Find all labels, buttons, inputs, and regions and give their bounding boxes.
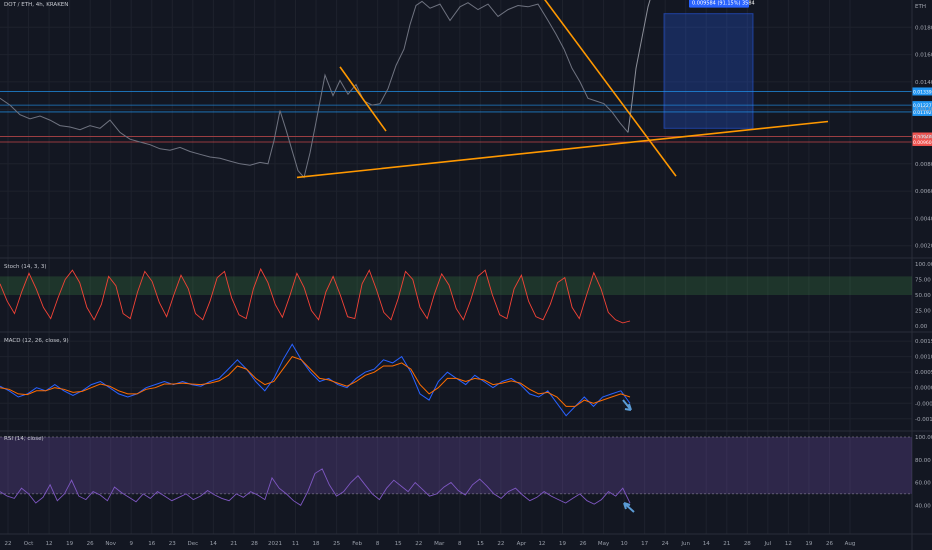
date-tick-label: 14 (210, 541, 217, 547)
date-tick-label: May (598, 541, 610, 547)
price-series-line (0, 0, 629, 179)
date-tick-label: 8 (458, 541, 462, 547)
macd-pane-title: MACD (12, 26, close, 9) (4, 338, 69, 344)
macd-tick-label: 0.000500 (915, 370, 932, 376)
trendline[interactable] (296, 120, 829, 179)
price-tick-label: 0.004000 (915, 216, 932, 222)
target-zone-label: 0.009584 (91.15%) 3584 (692, 1, 755, 7)
date-tick-label: Jun (680, 541, 690, 547)
date-tick-label: 10 (621, 541, 628, 547)
level-label-bg (912, 107, 932, 116)
price-tick-label: 0.008000 (915, 162, 932, 168)
rsi-tick-label: 60.00 (915, 481, 931, 487)
macd-tick-label: 0.001500 (915, 339, 932, 345)
level-label: 0.009403 (913, 135, 932, 141)
date-tick-label: 15 (395, 541, 402, 547)
date-tick-label: 28 (251, 541, 258, 547)
macd-tick-label: 0.000000 (915, 386, 932, 392)
rsi-band (0, 437, 912, 494)
price-tick-label: 0.010000 (915, 135, 932, 141)
date-tick-label: 26 (87, 541, 94, 547)
trendline[interactable] (540, 0, 677, 177)
price-tick-label: 0.014000 (915, 80, 932, 86)
date-tick-label: 19 (805, 541, 812, 547)
stoch-tick-label: 25.00 (915, 309, 931, 315)
date-tick-label: 9 (129, 541, 133, 547)
date-tick-label: 11 (292, 541, 299, 547)
level-label: 0.011926 (913, 110, 932, 116)
target-zone-box (663, 13, 754, 129)
date-tick-label: Nov (105, 541, 116, 547)
main-pane-title: DOT / ETH, 4h, KRAKEN (4, 2, 68, 8)
rsi-pane-title: RSI (14, close) (4, 436, 44, 442)
date-tick-label: Jul (764, 541, 772, 547)
date-tick-label: 19 (559, 541, 566, 547)
date-tick-label: 15 (477, 541, 484, 547)
projection-series-line (627, 0, 651, 133)
stoch-tick-label: 50.00 (915, 293, 931, 299)
price-tick-label: 0.002000 (915, 244, 932, 250)
macd-tick-label: -0.001000 (915, 417, 932, 423)
date-tick-label: 21 (230, 541, 237, 547)
date-tick-label: 28 (744, 541, 751, 547)
date-tick-label: 23 (169, 541, 176, 547)
price-tick-label: 0.016000 (915, 53, 932, 59)
date-tick-label: 14 (703, 541, 710, 547)
date-tick-label: 19 (66, 541, 73, 547)
date-tick-label: 26 (580, 541, 587, 547)
date-tick-label: 18 (313, 541, 320, 547)
date-tick-label: 17 (641, 541, 648, 547)
macd-tick-label: -0.000500 (915, 401, 932, 407)
rsi-arrow-icon (623, 502, 635, 513)
price-tick-label: 0.012000 (915, 107, 932, 113)
stoch-tick-label: 75.00 (915, 278, 931, 284)
rsi-line (0, 468, 631, 506)
level-label-bg (912, 101, 932, 110)
date-tick-label: Aug (845, 541, 856, 547)
price-tick-label: 0.006000 (915, 189, 932, 195)
rsi-tick-label: 80.00 (915, 458, 931, 464)
target-zone-label-bg (689, 0, 749, 8)
level-label: 0.012271 (913, 103, 932, 109)
date-tick-label: 12 (46, 541, 53, 547)
stoch-line (0, 267, 631, 324)
date-tick-label: Dec (188, 541, 199, 547)
stoch-tick-label: 100.00 (915, 262, 932, 268)
macd-signal-line (0, 356, 631, 407)
date-tick-label: 25 (333, 541, 340, 547)
level-label: 0.009600 (913, 140, 932, 146)
currency-label[interactable]: ETH (915, 4, 926, 10)
level-label-bg (912, 132, 932, 141)
stoch-tick-label: 0.00 (915, 324, 928, 330)
date-tick-label: 12 (538, 541, 545, 547)
price-tick-label: 0.018000 (915, 25, 932, 31)
stoch-band (0, 276, 912, 295)
date-tick-label: 12 (785, 541, 792, 547)
level-label-bg (912, 137, 932, 146)
macd-arrow-icon (622, 399, 632, 411)
rsi-tick-label: 100.00 (915, 435, 932, 441)
rsi-tick-label: 40.00 (915, 503, 931, 509)
macd-tick-label: 0.001000 (915, 355, 932, 361)
date-tick-label: 22 (5, 541, 12, 547)
grid-lines (0, 0, 912, 534)
date-tick-label: 24 (662, 541, 669, 547)
date-tick-label: 22 (415, 541, 422, 547)
trendline[interactable] (339, 66, 387, 132)
date-tick-label: 21 (723, 541, 730, 547)
date-tick-label: 16 (148, 541, 155, 547)
date-tick-label: 2021 (268, 541, 282, 547)
date-tick-label: 8 (376, 541, 380, 547)
date-tick-label: 26 (826, 541, 833, 547)
date-tick-label: Mar (434, 541, 445, 547)
stoch-pane-title: Stoch (14, 3, 3) (4, 264, 47, 270)
date-tick-label: Feb (352, 541, 362, 547)
date-tick-label: Oct (24, 541, 34, 547)
level-label-bg (912, 87, 932, 96)
date-tick-label: Apr (517, 541, 527, 547)
date-tick-label: 22 (497, 541, 504, 547)
